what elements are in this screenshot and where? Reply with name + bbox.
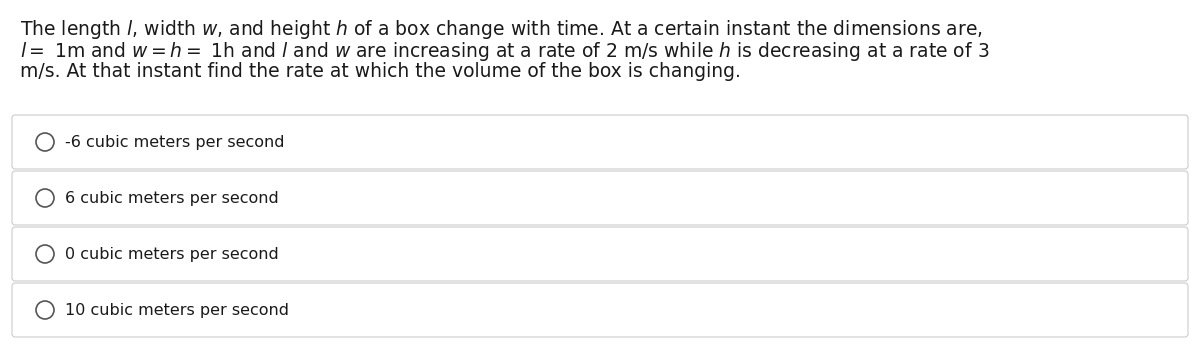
FancyBboxPatch shape (12, 171, 1188, 225)
Text: The length $\it{l}$, width $\it{w}$, and height $\it{h}$ of a box change with ti: The length $\it{l}$, width $\it{w}$, and… (20, 18, 983, 41)
FancyBboxPatch shape (12, 283, 1188, 337)
Text: 6 cubic meters per second: 6 cubic meters per second (65, 190, 278, 205)
FancyBboxPatch shape (12, 227, 1188, 281)
Ellipse shape (36, 245, 54, 263)
Text: $l = $ 1m and $w = h = $ 1h and $l$ and $w$ are increasing at a rate of 2 m/s wh: $l = $ 1m and $w = h = $ 1h and $l$ and … (20, 40, 990, 63)
Ellipse shape (36, 133, 54, 151)
Ellipse shape (36, 189, 54, 207)
Ellipse shape (36, 301, 54, 319)
Text: 0 cubic meters per second: 0 cubic meters per second (65, 246, 278, 262)
Text: 10 cubic meters per second: 10 cubic meters per second (65, 303, 289, 318)
Text: m/s. At that instant find the rate at which the volume of the box is changing.: m/s. At that instant find the rate at wh… (20, 62, 740, 81)
Text: -6 cubic meters per second: -6 cubic meters per second (65, 135, 284, 150)
FancyBboxPatch shape (12, 115, 1188, 169)
